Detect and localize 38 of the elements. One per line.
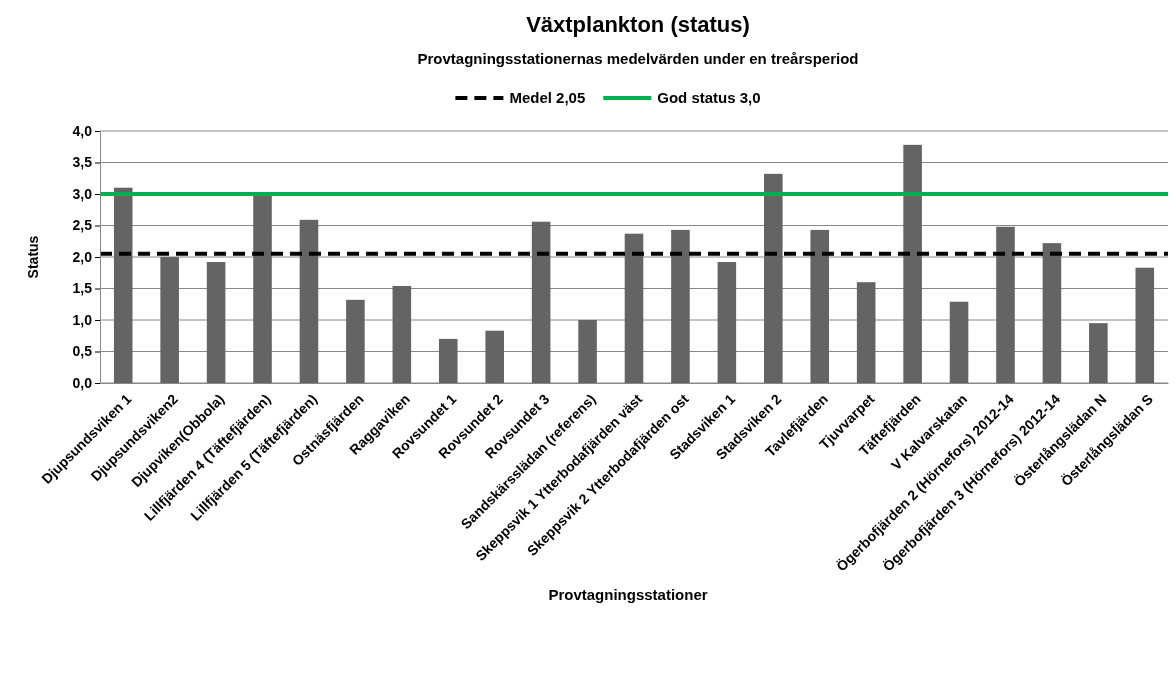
bar [764, 173, 783, 383]
bar [717, 262, 737, 383]
bar [531, 221, 551, 383]
bar [578, 320, 597, 383]
bar [206, 262, 226, 383]
chart-title: Växtplankton (status) [526, 12, 750, 37]
legend-label: Medel 2,05 [509, 89, 586, 106]
chart-subtitle: Provtagningsstationernas medelvärden under en treårsperiod [417, 50, 859, 67]
bar [485, 330, 504, 383]
bar [671, 229, 690, 383]
y-axis-title: Status [25, 235, 41, 279]
y-tick-label: 2,0 [72, 248, 93, 265]
bar [392, 285, 412, 383]
bar [438, 338, 458, 383]
y-tick-label: 4,0 [72, 122, 93, 139]
bar [903, 144, 922, 383]
y-tick-label: 2,5 [72, 217, 93, 234]
y-tick-label: 0,0 [72, 374, 93, 391]
y-tick-label: 3,5 [72, 154, 93, 171]
bar [996, 226, 1015, 383]
bar [253, 195, 272, 383]
y-tick-label: 1,0 [72, 311, 93, 328]
bar [346, 299, 365, 383]
y-tick-label: 0,5 [72, 343, 93, 360]
bar [160, 257, 179, 383]
bar [624, 233, 644, 383]
bar [856, 282, 876, 383]
bar [299, 219, 319, 383]
bar [1089, 323, 1108, 383]
x-axis-title: Provtagningsstationer [548, 586, 708, 603]
legend-label: God status 3,0 [657, 89, 761, 106]
bar [949, 301, 969, 383]
bar [1042, 243, 1062, 383]
bar [810, 229, 830, 383]
y-tick-label: 1,5 [72, 280, 93, 297]
bar [1135, 267, 1155, 383]
y-tick-label: 3,0 [72, 185, 93, 202]
bar [113, 187, 133, 383]
